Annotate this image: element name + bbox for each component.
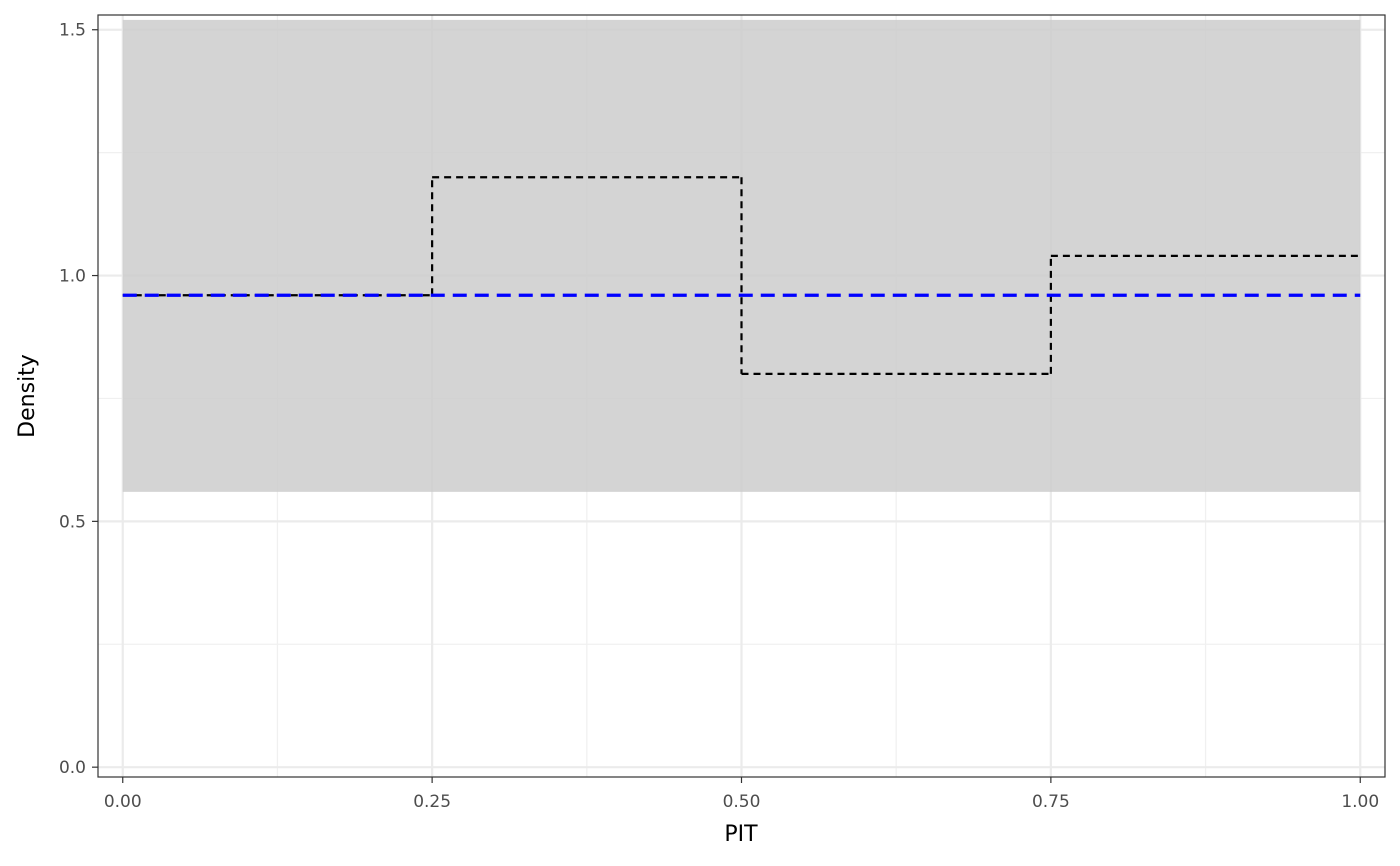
x-tick-label: 0.25 [413,792,451,812]
y-tick-label: 1.5 [59,21,86,41]
x-tick-label: 0.75 [1032,792,1070,812]
y-tick-label: 1.0 [59,267,86,287]
x-tick-label: 0.50 [723,792,761,812]
x-axis-ticks: 0.00 0.25 0.50 0.75 1.00 [104,777,1379,812]
histogram-step-outline [122,176,1361,375]
y-axis-title: Density [15,354,40,438]
y-tick-label: 0.5 [59,512,86,532]
y-tick-label: 0.0 [59,758,86,778]
x-axis-title: PIT [724,822,758,847]
x-tick-label: 0.00 [104,792,142,812]
x-tick-label: 1.00 [1341,792,1379,812]
y-axis-ticks: 0.0 0.5 1.0 1.5 [59,21,98,778]
